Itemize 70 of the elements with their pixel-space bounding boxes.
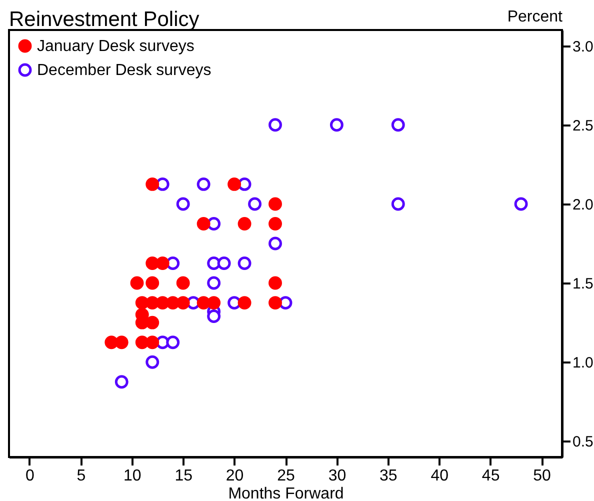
point bbox=[146, 336, 160, 350]
point bbox=[176, 296, 190, 310]
point bbox=[207, 256, 221, 270]
y-tick-label: 1.5 bbox=[572, 276, 594, 293]
point bbox=[207, 310, 221, 323]
point bbox=[166, 336, 180, 350]
point bbox=[146, 316, 160, 330]
x-tick-label: 25 bbox=[277, 468, 295, 484]
point bbox=[391, 118, 405, 132]
x-tick-label: 5 bbox=[76, 468, 86, 484]
point bbox=[156, 256, 170, 270]
x-tick-label: 10 bbox=[123, 468, 142, 484]
y-tick-label: 0.5 bbox=[572, 434, 594, 451]
point bbox=[146, 355, 160, 369]
point bbox=[268, 197, 282, 211]
point bbox=[196, 296, 210, 310]
x-tick-label: 45 bbox=[482, 468, 500, 484]
point bbox=[330, 118, 344, 132]
legend-label: January Desk surveys bbox=[37, 38, 194, 55]
point bbox=[268, 276, 282, 290]
point bbox=[156, 177, 170, 191]
point bbox=[228, 177, 242, 191]
point bbox=[146, 256, 160, 270]
point bbox=[278, 296, 292, 310]
x-axis-title: Months Forward bbox=[228, 486, 344, 501]
y-tick-label: 1.0 bbox=[572, 354, 594, 372]
point bbox=[217, 256, 231, 270]
point bbox=[207, 276, 221, 290]
x-tick-label: 40 bbox=[430, 468, 449, 484]
point bbox=[166, 296, 180, 310]
y-axis-title: Percent bbox=[507, 8, 564, 26]
point bbox=[268, 217, 282, 230]
point bbox=[135, 336, 149, 350]
point bbox=[228, 296, 242, 310]
point bbox=[268, 236, 282, 250]
legend-label: December Desk surveys bbox=[37, 62, 212, 79]
point bbox=[146, 276, 160, 290]
point bbox=[196, 177, 210, 191]
point bbox=[104, 336, 118, 350]
x-tick-label: 30 bbox=[328, 468, 346, 484]
chart-title: Reinvestment Policy bbox=[9, 8, 200, 31]
x-tick-label: 50 bbox=[533, 468, 552, 484]
point bbox=[238, 177, 252, 191]
point bbox=[166, 256, 180, 270]
point bbox=[207, 296, 221, 310]
point bbox=[238, 256, 252, 270]
point bbox=[196, 217, 210, 230]
x-tick-label: 0 bbox=[26, 468, 35, 484]
point bbox=[146, 177, 160, 191]
point bbox=[130, 276, 144, 290]
point bbox=[268, 118, 282, 132]
point bbox=[207, 217, 221, 230]
point bbox=[238, 217, 252, 230]
point bbox=[176, 276, 190, 290]
x-tick-label: 35 bbox=[380, 468, 398, 484]
point bbox=[114, 336, 128, 350]
point bbox=[114, 375, 128, 389]
y-tick-label: 3.0 bbox=[572, 38, 594, 56]
point bbox=[238, 296, 252, 310]
point bbox=[268, 296, 282, 310]
point bbox=[156, 296, 170, 310]
x-tick-label: 20 bbox=[226, 468, 244, 484]
x-tick-label: 15 bbox=[174, 468, 193, 484]
point bbox=[391, 197, 405, 211]
point bbox=[248, 197, 262, 211]
y-tick-label: 2.0 bbox=[572, 196, 594, 214]
point bbox=[176, 197, 190, 211]
y-tick-label: 2.5 bbox=[572, 117, 594, 134]
point bbox=[514, 197, 528, 211]
point bbox=[146, 296, 160, 310]
